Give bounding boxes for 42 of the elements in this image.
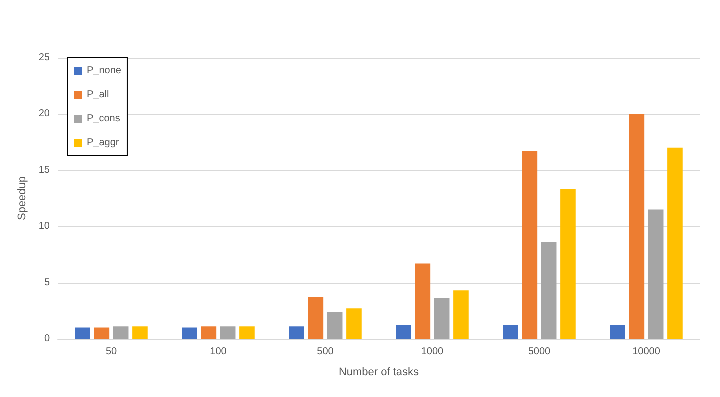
bar [75, 328, 90, 339]
bar [522, 151, 538, 339]
bar [560, 190, 576, 339]
x-tick-label: 10000 [632, 346, 661, 358]
x-tick-label: 100 [210, 346, 228, 358]
y-tick-label: 25 [38, 52, 50, 64]
bar [454, 290, 469, 339]
bar [289, 326, 304, 339]
y-tick-label: 20 [38, 108, 50, 120]
bar [240, 326, 255, 339]
legend-label: P_all [87, 90, 110, 100]
bar [201, 326, 217, 339]
bar [132, 326, 148, 339]
legend-label: P_aggr [87, 138, 120, 148]
bar [648, 210, 664, 339]
bar [220, 326, 236, 339]
x-tick-label: 500 [317, 346, 334, 358]
bar [182, 328, 198, 339]
legend-label: P_cons [87, 114, 120, 124]
bar [346, 308, 362, 339]
x-tick-label: 50 [106, 346, 118, 358]
bar [113, 326, 129, 339]
x-tick-label: 1000 [421, 346, 444, 358]
bar [434, 298, 450, 339]
bar [415, 264, 431, 339]
y-tick-label: 15 [38, 164, 50, 176]
bar [610, 326, 626, 339]
x-tick-label: 5000 [528, 346, 552, 358]
bar [629, 114, 645, 339]
y-axis-title: Speedup [16, 176, 28, 221]
y-tick-label: 10 [38, 221, 50, 232]
bar [94, 328, 110, 339]
bar [503, 326, 518, 339]
y-tick-label: 0 [44, 334, 50, 344]
legend-label: P_none [87, 66, 122, 76]
bar [308, 297, 324, 339]
bar [396, 326, 412, 339]
bar [541, 242, 557, 339]
bar [668, 148, 683, 339]
bar [327, 312, 343, 339]
x-axis-title: Number of tasks [338, 366, 420, 378]
y-tick-label: 5 [44, 277, 50, 288]
